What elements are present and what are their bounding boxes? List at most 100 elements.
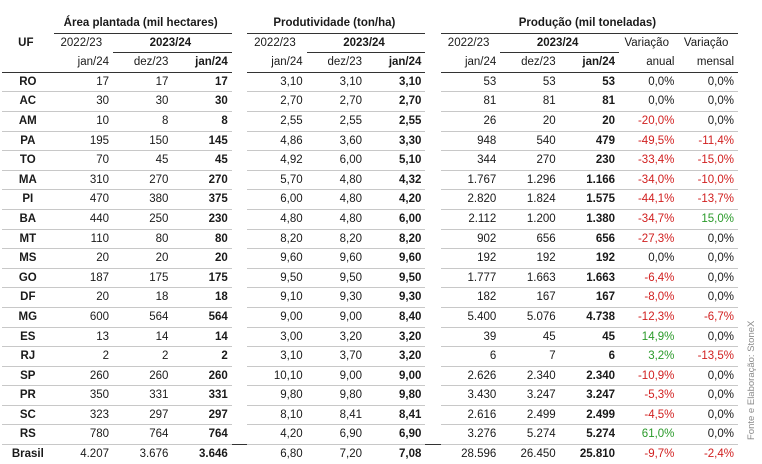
value-cell: 3,10: [306, 72, 366, 93]
value-cell: 2.499: [559, 405, 620, 426]
value-cell: 70: [53, 150, 113, 171]
value-cell: 2: [113, 346, 173, 367]
value-cell: 25.810: [559, 444, 620, 464]
value-cell: 9,60: [306, 248, 366, 269]
value-cell: 260: [113, 366, 173, 387]
value-cell: -5,3%: [619, 385, 679, 406]
value-cell: 0,0%: [678, 405, 738, 426]
total-row: Brasil 4.207 3.676 3.646 6,80 7,20 7,08 28.596 2…: [2, 444, 738, 464]
value-cell: 0,0%: [678, 111, 738, 132]
value-cell: 270: [500, 150, 560, 171]
value-cell: 948: [440, 131, 501, 152]
value-cell: 6,00: [366, 209, 426, 230]
value-cell: 3.247: [559, 385, 620, 406]
variation-monthly-header: Variação: [683, 36, 729, 49]
value-cell: 195: [53, 131, 113, 152]
value-cell: 0,0%: [619, 72, 679, 93]
value-cell: 5,10: [366, 150, 426, 171]
value-cell: 175: [113, 268, 173, 289]
value-cell: 310: [53, 170, 113, 191]
value-cell: 9,00: [366, 366, 426, 387]
value-cell: 2,55: [247, 111, 307, 132]
month-header: jan/24: [247, 52, 307, 73]
uf-header: UF: [18, 36, 34, 49]
table-row: SC 323 297 297 8,10 8,41 8,41 2.616 2.499 2.499 -4…: [2, 405, 738, 426]
value-cell: -10,0%: [678, 170, 738, 191]
value-cell: 344: [440, 150, 501, 171]
value-cell: 3,10: [366, 72, 426, 93]
uf-cell: AM: [2, 111, 54, 132]
value-cell: 15,0%: [678, 209, 738, 230]
value-cell: 4.207: [53, 444, 113, 464]
value-cell: 9,80: [247, 385, 307, 406]
uf-cell: MA: [2, 170, 54, 191]
value-cell: -4,5%: [619, 405, 679, 426]
value-cell: 4,80: [247, 209, 307, 230]
value-cell: 61,0%: [619, 424, 679, 446]
production-header: Produção (mil toneladas): [440, 14, 738, 34]
value-cell: 192: [500, 248, 560, 269]
month-header: jan/24: [366, 52, 426, 73]
value-cell: 1.824: [500, 189, 560, 210]
value-cell: -6,4%: [619, 268, 679, 289]
value-cell: 6,00: [306, 150, 366, 171]
value-cell: -34,7%: [619, 209, 679, 230]
value-cell: -44,1%: [619, 189, 679, 210]
value-cell: 81: [500, 91, 560, 112]
value-cell: 8,40: [366, 307, 426, 328]
value-cell: 2.499: [500, 405, 560, 426]
value-cell: 3,20: [366, 327, 426, 348]
year-header: 2022/23: [254, 36, 296, 49]
uf-cell: RO: [2, 72, 54, 93]
value-cell: 540: [500, 131, 560, 152]
value-cell: 3,10: [247, 346, 307, 367]
table-row: PI 470 380 375 6,00 4,80 4,20 2.820 1.824 1.575 -4…: [2, 189, 738, 210]
value-cell: 656: [559, 229, 620, 250]
value-cell: 5.274: [559, 424, 620, 446]
value-cell: 0,0%: [678, 366, 738, 387]
value-cell: 150: [113, 131, 173, 152]
value-cell: 8,41: [366, 405, 426, 426]
value-cell: 3,70: [306, 346, 366, 367]
value-cell: 230: [172, 209, 232, 230]
value-cell: 9,10: [247, 287, 307, 308]
value-cell: 14: [113, 327, 173, 348]
month-header: dez/23: [306, 52, 366, 73]
value-cell: 3,20: [306, 327, 366, 348]
value-cell: 0,0%: [678, 91, 738, 112]
value-cell: 1.777: [440, 268, 501, 289]
value-cell: 0,0%: [678, 424, 738, 446]
value-cell: 0,0%: [678, 287, 738, 308]
table-row: GO 187 175 175 9,50 9,50 9,50 1.777 1.663 1.663 -6…: [2, 268, 738, 289]
value-cell: 3,30: [366, 131, 426, 152]
table-row: AC 30 30 30 2,70 2,70 2,70 81 81 81 0,0% 0,0%: [2, 91, 738, 112]
uf-cell: RS: [2, 424, 54, 446]
month-header-row: jan/24 dez/23 jan/24 jan/24 dez/23 jan/2…: [2, 52, 738, 73]
value-cell: 20: [53, 287, 113, 308]
value-cell: -15,0%: [678, 150, 738, 171]
value-cell: 2.112: [440, 209, 501, 230]
value-cell: 1.663: [559, 268, 620, 289]
value-cell: 375: [172, 189, 232, 210]
uf-cell: ES: [2, 327, 54, 348]
value-cell: 9,60: [366, 248, 426, 269]
value-cell: 14: [172, 327, 232, 348]
month-header: jan/24: [53, 52, 113, 73]
value-cell: 20: [559, 111, 620, 132]
variation-monthly-subheader: mensal: [678, 52, 738, 73]
value-cell: 192: [440, 248, 501, 269]
value-cell: 9,50: [306, 268, 366, 289]
value-cell: 30: [113, 91, 173, 112]
variation-annual-subheader: anual: [619, 52, 679, 73]
value-cell: 6,90: [366, 424, 426, 446]
value-cell: 17: [113, 72, 173, 93]
value-cell: 902: [440, 229, 501, 250]
value-cell: 192: [559, 248, 620, 269]
month-header: dez/23: [113, 52, 173, 73]
value-cell: 0,0%: [678, 72, 738, 93]
value-cell: 2,70: [306, 91, 366, 112]
value-cell: 53: [500, 72, 560, 93]
value-cell: 80: [172, 229, 232, 250]
value-cell: 564: [172, 307, 232, 328]
value-cell: 7,20: [306, 444, 366, 464]
